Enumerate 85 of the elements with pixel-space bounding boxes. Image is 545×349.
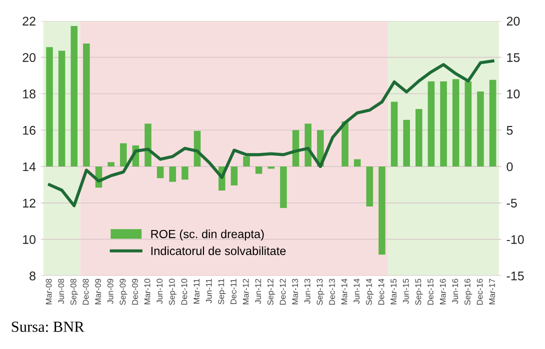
x-tick-label: Jun-14	[354, 278, 360, 304]
x-tick-label: Dec-11	[230, 278, 236, 304]
y-tick-label: 16	[23, 126, 36, 135]
bar	[477, 92, 484, 167]
legend-label: Indicatorul de solvabilitate	[151, 246, 286, 256]
bar	[83, 44, 90, 167]
bar	[255, 166, 262, 174]
x-tick-label: Jun-10	[156, 278, 163, 304]
bar	[390, 102, 398, 167]
y2-tick-label: 5	[506, 126, 513, 135]
x-tick-label: Dec-09	[132, 278, 138, 305]
x-tick-label: Mar-08	[46, 278, 52, 304]
x-tick-label: Jun-08	[58, 278, 64, 304]
x-tick-label: Mar-13	[292, 278, 298, 304]
y-tick-label: 12	[23, 198, 36, 208]
bar	[440, 81, 447, 167]
bar	[366, 166, 374, 207]
line-series	[48, 59, 494, 208]
bar	[464, 81, 472, 167]
x-tick-label: Jun-09	[107, 278, 114, 304]
x-tick-label: Sep-12	[267, 278, 276, 305]
bar	[243, 156, 250, 167]
bar	[416, 109, 422, 167]
y2-tick-label: -5	[506, 198, 517, 208]
bar	[169, 166, 176, 182]
y2-tick-label: 20	[506, 16, 520, 26]
bar	[156, 166, 164, 178]
bar	[120, 143, 127, 167]
bar	[280, 166, 287, 208]
x-tick-label: Mar-17	[489, 278, 496, 304]
x-tick-label: Jun-15	[403, 278, 409, 304]
x-tick-label: Sep-13	[316, 278, 324, 305]
bar	[58, 50, 66, 167]
bar	[342, 121, 348, 167]
bar	[304, 124, 312, 167]
x-tick-label: Jun-11	[206, 278, 212, 304]
y2-tick-label: -10	[506, 235, 524, 244]
x-tick-label: Mar-09	[95, 278, 101, 304]
bar	[108, 162, 114, 167]
x-tick-label: Dec-08	[82, 278, 89, 305]
x-tick-label: Dec-15	[428, 278, 434, 305]
bar	[354, 159, 361, 167]
y2-tick-label: -15	[506, 272, 524, 280]
x-tick-label: Sep-16	[464, 278, 472, 305]
bar	[403, 120, 410, 167]
bar	[70, 26, 78, 167]
x-tick-label: Sep-09	[120, 278, 128, 305]
x-tick-label: Sep-10	[168, 278, 177, 305]
x-tick-label: Dec-10	[181, 278, 188, 305]
x-tick-label: Sep-15	[415, 278, 423, 305]
bar	[452, 79, 460, 167]
y2-tick-label: 10	[507, 90, 520, 98]
x-tick-label: Sep-08	[70, 278, 78, 305]
x-tick-label: Mar-12	[242, 278, 249, 304]
y-tick-label: 20	[22, 53, 36, 62]
x-tick-label: Jun-13	[304, 278, 310, 304]
x-tick-label: Sep-14	[366, 278, 374, 305]
x-tick-label: Dec-16	[476, 278, 483, 305]
x-tick-label: Mar-14	[341, 278, 348, 304]
bar	[378, 166, 386, 255]
bar	[144, 124, 152, 167]
bar	[428, 81, 435, 167]
x-tick-label: Mar-15	[390, 278, 397, 304]
y2-tick-label: 0	[506, 162, 513, 172]
y-tick-label: 8	[30, 272, 36, 280]
bar	[489, 80, 496, 167]
x-tick-label: Dec-12	[280, 278, 286, 305]
x-tick-label: Mar-16	[440, 278, 446, 304]
x-tick-label: Mar-11	[194, 278, 200, 304]
y-tick-label: 18	[23, 90, 36, 98]
x-tick-label: Dec-14	[378, 278, 384, 305]
x-tick-label: Dec-13	[329, 278, 335, 305]
bar	[182, 166, 188, 180]
text: Sursa: BNR	[12, 322, 84, 332]
x-tick-label: Jun-12	[255, 278, 262, 304]
y-tick-label: 10	[23, 235, 36, 244]
y-tick-label: 14	[23, 162, 36, 172]
bar	[230, 166, 238, 186]
bar	[46, 47, 53, 167]
x-tick-label: Mar-10	[144, 278, 150, 304]
y2-tick-label: 15	[507, 53, 520, 62]
x-tick-label: Jun-16	[452, 278, 458, 304]
y-tick-label: 22	[22, 16, 36, 26]
legend-label: ROE (sc. din dreapta)	[151, 230, 264, 241]
x-tick-label: Sep-11	[218, 278, 226, 304]
